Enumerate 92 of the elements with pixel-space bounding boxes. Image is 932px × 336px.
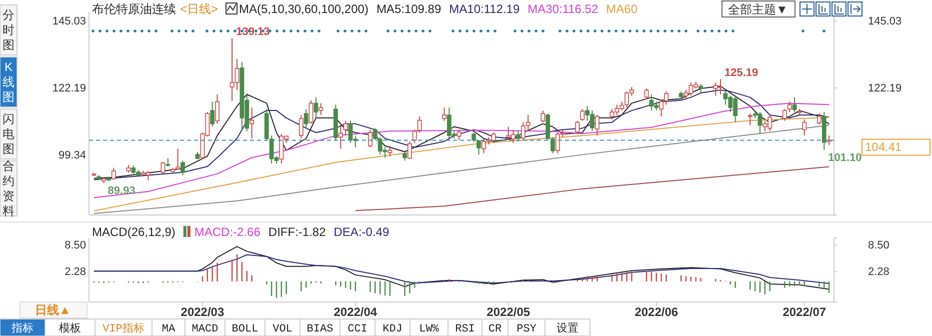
text: RSI xyxy=(455,324,475,336)
text: MACD xyxy=(192,324,219,336)
candlestick xyxy=(298,114,304,140)
chart-subtitle: <日线> xyxy=(180,2,218,16)
candlestick xyxy=(318,102,324,116)
text: K线图 xyxy=(2,60,14,104)
annotation: 125.19 xyxy=(724,67,758,80)
text: KDJ xyxy=(382,324,402,336)
text: BIAS xyxy=(306,324,334,336)
candlestick xyxy=(456,129,462,140)
line-series xyxy=(354,166,830,212)
candlestick xyxy=(580,108,585,122)
text: MA5:109.89 xyxy=(376,2,442,16)
y2-tick-label: 145.03 xyxy=(868,15,902,28)
x-tick-label: 2022/03 xyxy=(180,305,224,319)
text: 指标 xyxy=(10,322,34,336)
candlestick xyxy=(526,114,530,130)
annotation: 139.13 xyxy=(236,26,270,38)
candlestick xyxy=(644,88,649,100)
annotation: 全部主题▼ xyxy=(728,2,788,16)
text: MA10:112.19 xyxy=(449,2,520,16)
candlestick xyxy=(250,107,254,140)
text: MA xyxy=(162,324,176,336)
candlestick xyxy=(388,145,392,157)
candlestick xyxy=(748,113,752,126)
y2-tick-label: 2.28 xyxy=(868,266,890,278)
text: MA30:116.52 xyxy=(528,2,598,16)
candlestick xyxy=(594,114,600,136)
candlestick xyxy=(520,122,526,140)
candlestick xyxy=(314,96,318,118)
annotation: 89.93 xyxy=(108,184,136,197)
candlestick xyxy=(215,94,220,124)
text: CCI xyxy=(348,324,368,336)
candlestick xyxy=(343,120,348,136)
candlestick xyxy=(802,118,807,136)
line-series xyxy=(93,102,830,198)
text: 模板 xyxy=(59,322,81,336)
candlestick xyxy=(516,130,520,142)
text: 设置 xyxy=(556,322,578,336)
candlestick xyxy=(664,90,668,106)
candlestick xyxy=(787,101,792,113)
y2-tick-label: 8.50 xyxy=(868,239,890,252)
y-tick-label: 145.03 xyxy=(52,15,86,28)
candlestick xyxy=(111,167,116,180)
candlestick xyxy=(308,100,314,124)
x-tick-label: 2022/07 xyxy=(782,305,826,319)
text: VIP指标 xyxy=(102,322,144,336)
text: VOL xyxy=(272,324,292,336)
candlestick xyxy=(782,108,787,122)
ref-line-label: 104.41 xyxy=(865,140,902,154)
candlestick xyxy=(540,110,546,123)
candlestick xyxy=(338,123,343,150)
y-tick-label: 122.19 xyxy=(52,82,86,94)
text: 分时图 xyxy=(2,8,14,52)
y2-tick-label: 122.19 xyxy=(868,82,902,94)
annotation: 101.10 xyxy=(828,152,862,164)
candlestick xyxy=(180,160,185,176)
y-tick-label: 99.34 xyxy=(58,150,86,162)
candlestick xyxy=(472,132,476,143)
candlestick xyxy=(304,108,308,129)
chart-title: 布伦特原油连续 xyxy=(92,2,176,16)
text: 日线▲ xyxy=(35,303,71,317)
candlestick xyxy=(476,139,481,156)
text: BOLL xyxy=(232,324,258,336)
candlestick xyxy=(442,107,446,122)
text: 合约资料 xyxy=(2,159,14,218)
text: PSY xyxy=(516,324,537,336)
text: LW% xyxy=(419,324,440,336)
annotation: MACD(26,12,9) xyxy=(92,225,176,239)
x-tick-label: 2022/05 xyxy=(486,305,530,319)
text: 闪电图 xyxy=(2,112,14,156)
x-tick-label: 2022/04 xyxy=(334,305,378,319)
candlestick xyxy=(176,148,180,170)
text: CR xyxy=(488,324,502,336)
candlestick xyxy=(412,129,417,144)
candlestick xyxy=(368,129,372,148)
legend-label: MACD:-2.66 xyxy=(194,225,261,239)
candlestick xyxy=(659,100,664,117)
series-label: DIFF:-1.82 xyxy=(268,225,326,239)
line-series xyxy=(93,254,830,284)
text: DEA:-0.49 xyxy=(334,225,390,239)
candlestick xyxy=(160,162,166,174)
candlestick xyxy=(817,113,822,125)
annotation: MA(5,10,30,60,100,200) xyxy=(239,2,368,16)
x-tick-label: 2022/06 xyxy=(634,305,678,319)
candlestick xyxy=(210,101,215,128)
candlestick xyxy=(407,140,412,160)
candlestick xyxy=(417,116,422,134)
y-tick-label: 2.28 xyxy=(64,266,86,278)
candlestick xyxy=(575,120,580,135)
text: MA60 xyxy=(606,2,638,16)
y-tick-label: 8.50 xyxy=(64,239,86,252)
